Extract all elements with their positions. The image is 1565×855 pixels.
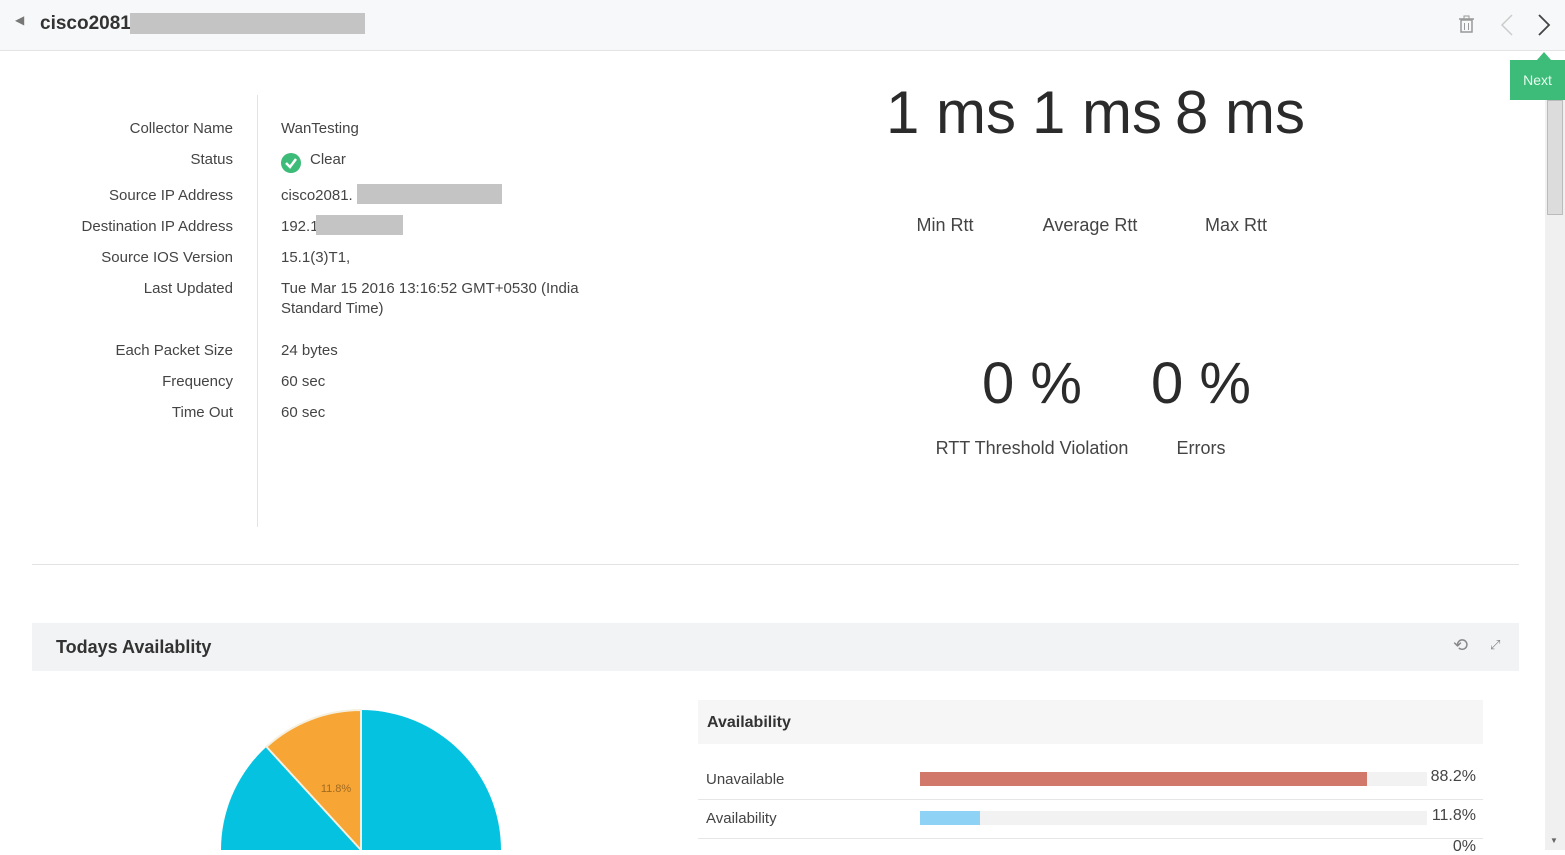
expand-icon[interactable]: ⤢ [1490,637,1501,652]
availability-table-header: Availability [698,700,1483,744]
label-last-updated: Last Updated [143,280,233,297]
label-status: Status [190,151,233,168]
label-collector-name: Collector Name [129,120,233,137]
redacted-block [357,184,502,204]
min-rtt-value: 1 ms [886,79,1017,146]
avg-rtt-label: Average Rtt [1042,215,1138,235]
redacted-block [316,215,403,235]
row-bar-fill [920,772,1368,786]
scrollbar-thumb[interactable] [1547,100,1563,215]
redacted-block [130,13,365,34]
row-bar-track [920,811,1427,825]
availability-row: Unavailable 88.2% [698,762,1483,800]
back-arrow-icon[interactable]: ◀ [15,13,25,27]
scroll-down-icon[interactable]: ▼ [1550,836,1558,845]
device-title: cisco2081. [40,13,137,34]
value-timeout: 60 sec [281,404,326,421]
max-rtt-value: 8 ms [1175,79,1306,146]
top-bar: ◀ cisco2081. [0,0,1565,51]
row-label: Availability [706,810,777,827]
trash-icon[interactable] [1458,15,1475,34]
row-value: 88.2% [1430,768,1476,785]
value-last-updated: Tue Mar 15 2016 13:16:52 GMT+0530 (India… [281,280,579,317]
value-status: Clear [310,151,346,168]
row-label: Unavailable [706,771,785,788]
label-source-ip: Source IP Address [109,187,233,204]
label-ios-version: Source IOS Version [101,249,233,266]
value-ios-version: 15.1(3)T1, [281,249,351,266]
availability-pie-chart: 11.8% [221,708,501,850]
row-value: 0% [1452,838,1476,855]
availability-row: 0% [698,839,1483,855]
value-destination-ip: 192.1 [281,218,319,235]
check-circle-icon [281,153,301,173]
min-rtt-label: Min Rtt [916,215,974,235]
label-timeout: Time Out [171,404,233,421]
availability-row: Availability 11.8% [698,801,1483,839]
label-packet-size: Each Packet Size [115,342,233,359]
row-bar-track [920,772,1427,786]
pie-data-label: 11.8% [321,783,352,795]
value-source-ip: cisco2081. [281,187,353,204]
value-collector-name: WanTesting [281,120,359,137]
row-value: 11.8% [1431,807,1476,824]
label-frequency: Frequency [162,373,233,390]
tooltip-arrow [1537,52,1551,60]
avg-rtt-value: 1 ms [1032,79,1163,146]
pie-slice-orange [265,708,362,850]
next-icon[interactable] [1537,13,1551,37]
refresh-icon[interactable]: ⟲ [1453,635,1469,655]
value-frequency: 60 sec [281,373,326,390]
errors-value: 0 % [1151,351,1251,416]
section-divider [32,564,1519,565]
rtt-violation-value: 0 % [982,351,1082,416]
row-bar-fill [920,811,980,825]
previous-icon[interactable] [1500,13,1514,37]
availability-panel-header: Todays Availablity ⟲ ⤢ [32,623,1519,671]
scrollbar[interactable]: ▼ [1545,100,1565,850]
label-destination-ip: Destination IP Address [81,218,233,235]
next-tooltip: Next [1510,60,1565,100]
rtt-violation-label: RTT Threshold Violation [935,438,1129,458]
max-rtt-label: Max Rtt [1204,215,1268,235]
panel-title: Todays Availablity [56,637,212,657]
value-packet-size: 24 bytes [281,342,338,359]
availability-table-title: Availability [707,714,791,731]
errors-label: Errors [1176,438,1226,458]
divider [257,95,258,527]
